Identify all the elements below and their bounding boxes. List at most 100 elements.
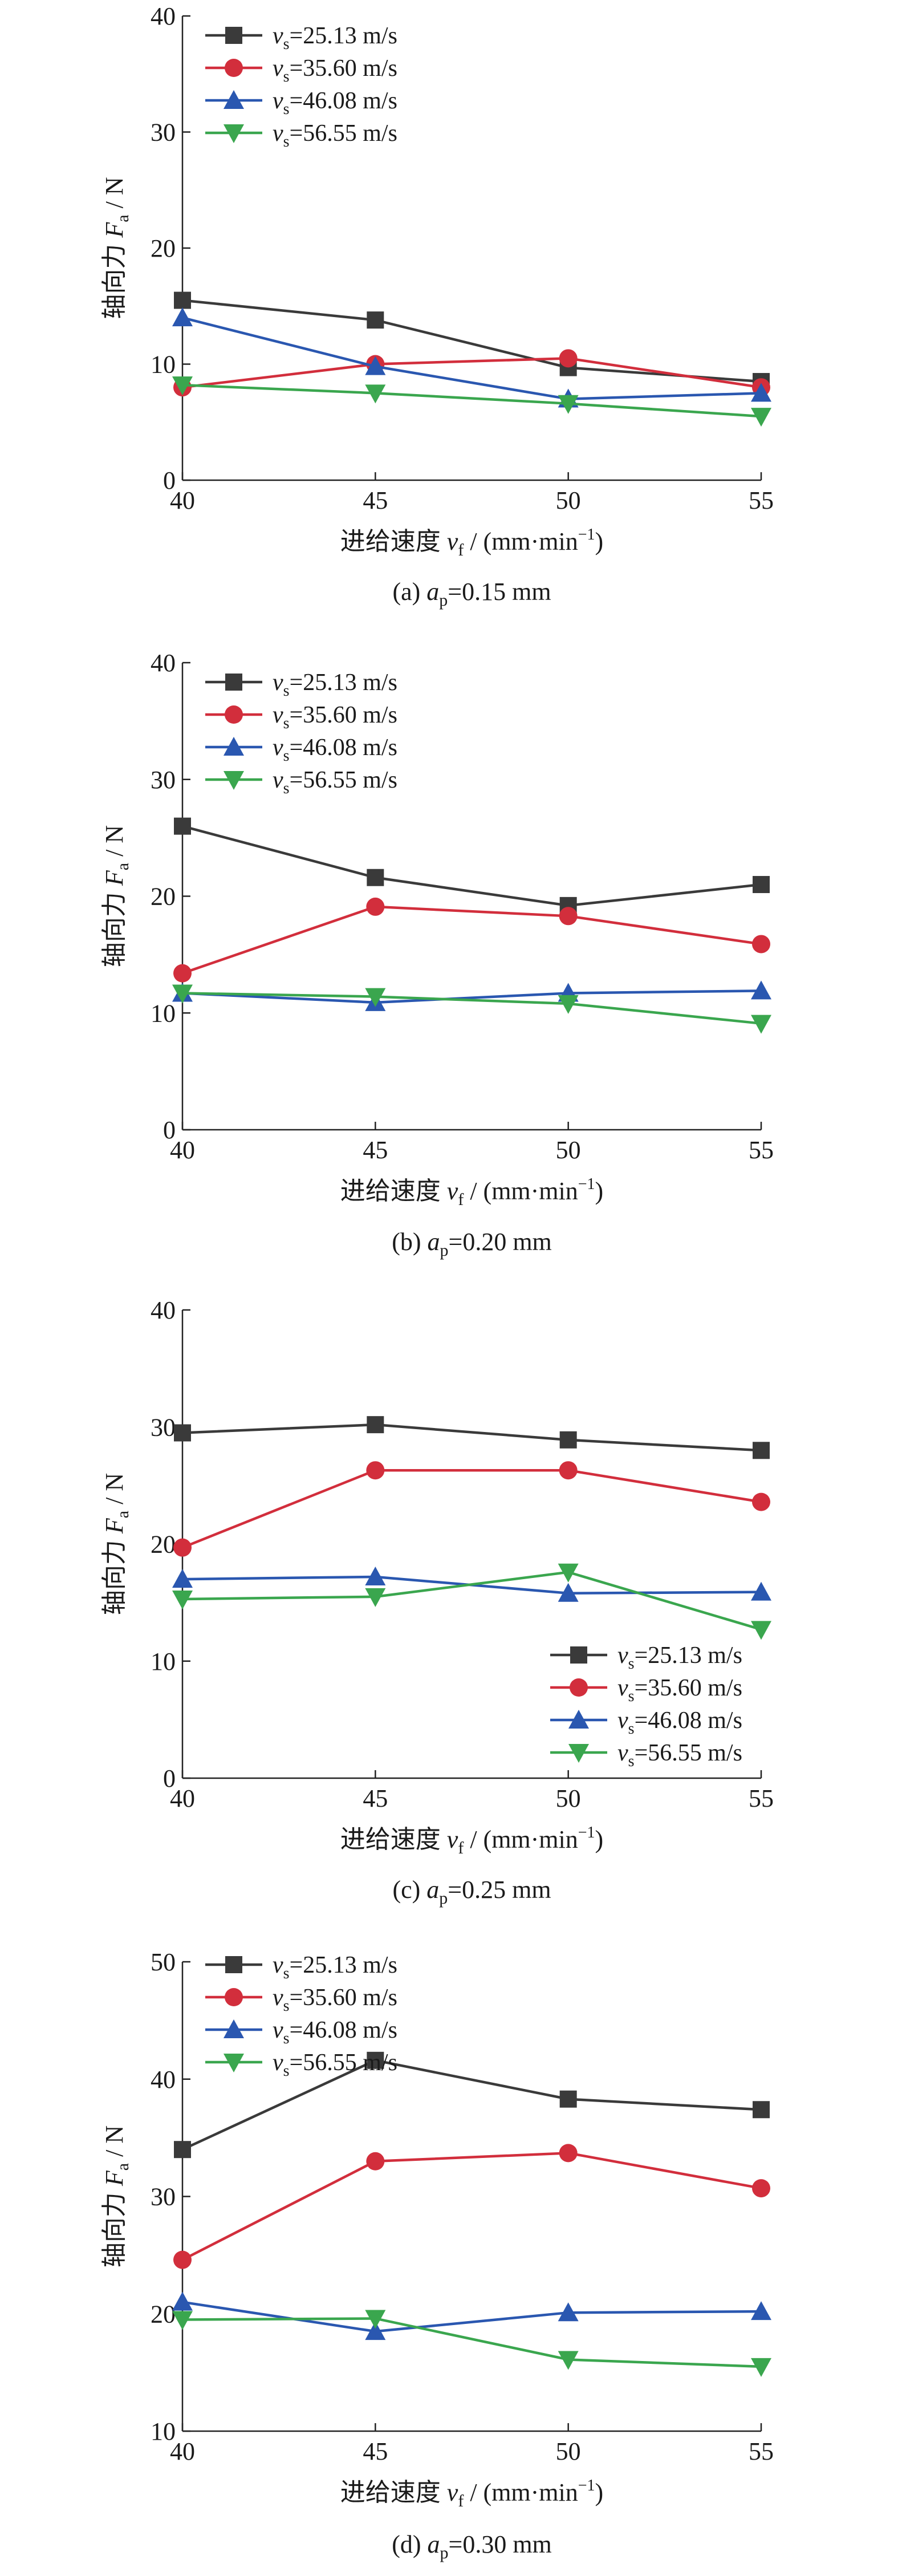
y-axis-title-unit: / N <box>100 177 128 214</box>
x-axis-title-unit: / (mm·min <box>464 1177 578 1205</box>
legend-label-var: v <box>273 120 283 147</box>
legend-label-var: v <box>273 1952 283 1978</box>
data-point <box>365 356 386 375</box>
y-axis-title-unit: / N <box>100 2125 128 2163</box>
y-tick-label: 0 <box>163 1116 176 1144</box>
x-tick-label: 45 <box>363 1136 388 1164</box>
caption-sub: p <box>440 1241 449 1260</box>
data-point <box>558 2351 579 2370</box>
legend-label: vs=46.08 m/s <box>617 1707 742 1738</box>
x-axis-title-text: 进给速度 <box>340 1177 447 1205</box>
data-point <box>365 2310 386 2329</box>
legend-label-var: v <box>273 735 283 761</box>
legend-label-sub: s <box>628 1655 635 1673</box>
data-point <box>753 1442 770 1459</box>
legend-marker <box>224 90 244 109</box>
x-tick-label: 55 <box>749 1784 774 1812</box>
data-point <box>751 1581 771 1601</box>
y-axis-title-var: F <box>100 222 128 238</box>
legend-label-var: v <box>273 88 283 114</box>
caption-sub: p <box>439 1889 448 1908</box>
x-axis-title-var: v <box>447 1825 458 1853</box>
data-point <box>751 1015 771 1034</box>
legend-marker <box>225 59 243 77</box>
legend-label-value: =56.55 m/s <box>290 120 397 147</box>
x-tick-label: 55 <box>749 1136 774 1164</box>
legend-label-sub: s <box>283 1997 290 2015</box>
y-axis-title-text: 轴向力 <box>100 238 128 319</box>
caption-var: a <box>426 578 439 606</box>
y-axis-title-text: 轴向力 <box>100 1534 128 1615</box>
x-axis-title-close: ) <box>595 1825 604 1853</box>
data-point <box>174 1424 191 1442</box>
legend-label-sub: s <box>283 682 290 700</box>
data-point <box>559 2144 578 2163</box>
x-tick-label: 50 <box>556 2437 581 2465</box>
data-point <box>365 1566 386 1585</box>
legend: vs=25.13 m/svs=35.60 m/svs=46.08 m/svs=5… <box>205 1952 397 2080</box>
data-point <box>752 935 770 954</box>
series-line <box>182 357 762 389</box>
x-axis-title-unit: / (mm·min <box>464 2478 578 2506</box>
y-axis-title-unit: / N <box>100 1473 128 1511</box>
legend-marker <box>224 2019 244 2038</box>
legend-label-var: v <box>273 702 283 728</box>
y-tick-label: 10 <box>151 351 176 379</box>
x-axis-title-unit: / (mm·min <box>464 528 578 555</box>
data-point <box>365 2321 386 2340</box>
y-tick-label: 30 <box>151 119 176 147</box>
data-point <box>173 2250 192 2269</box>
legend-marker <box>224 2054 244 2072</box>
legend-label: vs=35.60 m/s <box>273 702 397 732</box>
y-axis-title-var: F <box>100 2170 128 2186</box>
legend-label: vs=35.60 m/s <box>273 55 397 86</box>
series-line <box>182 1468 762 1549</box>
data-point <box>172 1569 193 1588</box>
x-axis-title-sup: −1 <box>578 526 595 543</box>
x-axis-title-text: 进给速度 <box>340 2478 447 2506</box>
data-point <box>559 349 578 368</box>
legend-label-sub: s <box>283 2030 290 2047</box>
legend-label: vs=46.08 m/s <box>273 735 397 765</box>
x-tick-label: 45 <box>363 2437 388 2465</box>
panel-caption: (c) ap=0.25 mm <box>392 1876 551 1908</box>
series-line <box>182 2317 762 2368</box>
legend-marker <box>224 124 244 143</box>
legend: vs=25.13 m/svs=35.60 m/svs=46.08 m/svs=5… <box>550 1642 742 1770</box>
data-point <box>558 395 579 414</box>
legend-label-value: =35.60 m/s <box>290 1985 397 2011</box>
data-point <box>559 907 578 926</box>
data-point <box>367 1416 384 1434</box>
y-tick-label: 20 <box>151 234 176 262</box>
series-line <box>182 825 762 907</box>
legend-label-sub: s <box>283 100 290 118</box>
y-axis-title-sub: a <box>113 2163 132 2171</box>
x-tick-label: 55 <box>749 2437 774 2465</box>
legend-marker <box>224 737 244 756</box>
legend-label-value: =46.08 m/s <box>635 1707 742 1734</box>
x-axis-title: 进给速度 vf / (mm·min−1) <box>340 2477 603 2510</box>
legend-label: vs=56.55 m/s <box>273 767 397 797</box>
caption-value: =0.25 mm <box>448 1876 551 1904</box>
y-tick-label: 40 <box>151 2 176 30</box>
data-point <box>172 2291 193 2311</box>
x-tick-label: 40 <box>170 1136 195 1164</box>
y-axis-title: 轴向力 Fa / N <box>100 825 132 967</box>
panel-caption: (b) ap=0.20 mm <box>392 1228 552 1260</box>
panel-caption: (a) ap=0.15 mm <box>392 578 551 610</box>
legend-label-var: v <box>617 1707 628 1734</box>
series-line <box>182 2059 762 2151</box>
legend-marker <box>225 674 242 691</box>
legend-label-value: =46.08 m/s <box>290 2017 397 2043</box>
caption-label: (a) <box>392 578 426 606</box>
x-tick-label: 50 <box>556 1136 581 1164</box>
x-tick-label: 40 <box>170 2437 195 2465</box>
series-line <box>182 299 762 383</box>
y-axis-title: 轴向力 Fa / N <box>100 177 132 319</box>
legend: vs=25.13 m/svs=35.60 m/svs=46.08 m/svs=5… <box>205 670 397 797</box>
x-tick-label: 40 <box>170 1784 195 1812</box>
x-axis-title-sup: −1 <box>578 1175 595 1193</box>
legend-label-sub: s <box>283 68 290 86</box>
caption-label: (d) <box>392 2530 427 2558</box>
